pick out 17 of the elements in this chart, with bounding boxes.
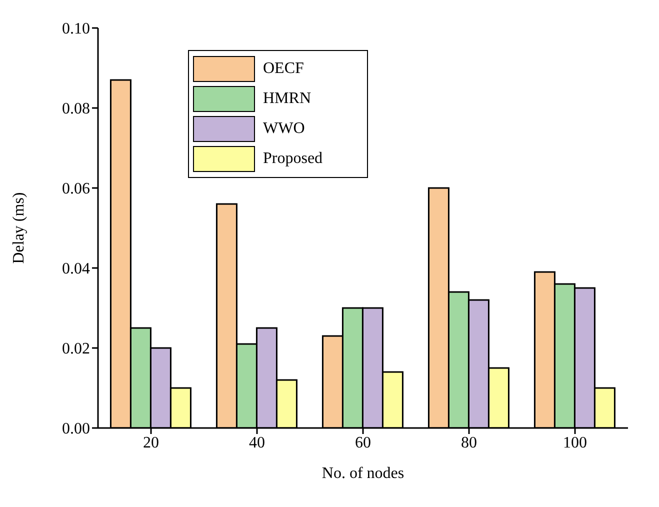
- y-tick-label: 0.06: [62, 180, 90, 198]
- y-tick-label: 0.02: [62, 340, 90, 358]
- x-tick-label: 60: [355, 434, 371, 452]
- legend-label: Proposed: [263, 150, 323, 168]
- x-tick-label: 80: [461, 434, 477, 452]
- legend-label: HMRN: [263, 90, 312, 108]
- y-tick-label: 0.10: [62, 20, 90, 38]
- x-tick-label: 20: [143, 434, 159, 452]
- legend-label: OECF: [263, 60, 304, 78]
- y-tick-label: 0.04: [62, 260, 90, 278]
- x-axis-title: No. of nodes: [322, 465, 404, 482]
- x-tick-label: 100: [563, 434, 587, 452]
- y-tick-label: 0.08: [62, 100, 90, 118]
- y-tick-label: 0.00: [62, 420, 90, 438]
- x-tick-label: 40: [249, 434, 265, 452]
- legend-label: WWO: [263, 120, 305, 138]
- y-axis-title: Delay (ms): [10, 192, 28, 264]
